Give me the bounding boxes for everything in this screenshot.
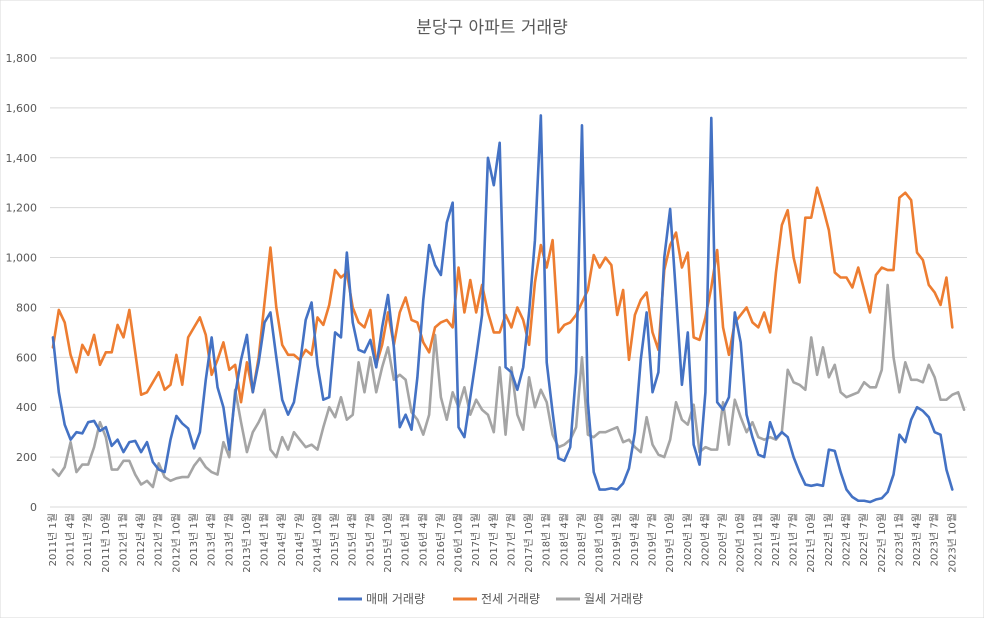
x-tick-label: 2016년 10월 <box>453 513 465 573</box>
x-tick-label: 2018년 4월 <box>558 513 570 566</box>
x-tick-label: 2016년 7월 <box>435 513 447 566</box>
x-tick-label: 2020년 1월 <box>682 513 694 566</box>
x-tick-label: 2011년 1월 <box>47 513 59 566</box>
x-tick-label: 2019년 1월 <box>611 513 623 566</box>
x-tick-label: 2023년 4월 <box>911 513 923 566</box>
y-tick-label: 200 <box>16 451 37 464</box>
x-tick-label: 2011년 4월 <box>65 513 77 566</box>
series-line-3 <box>51 283 966 489</box>
y-tick-label: 600 <box>16 351 37 364</box>
x-tick-label: 2022년 4월 <box>840 513 852 566</box>
x-tick-label: 2018년 7월 <box>576 513 588 566</box>
x-tick-label: 2011년 7월 <box>82 513 94 566</box>
x-tick-label: 2012년 10월 <box>170 513 182 573</box>
x-tick-label: 2023년 10월 <box>946 513 958 573</box>
y-axis: 0 200 400 600 800 1,000 1,200 1,400 1,600 1,800 <box>6 52 38 514</box>
x-tick-label: 2021년 7월 <box>788 513 800 566</box>
x-tick-label: 2017년 7월 <box>505 513 517 566</box>
y-tick-label: 0 <box>30 501 37 514</box>
x-tick-label: 2018년 10월 <box>594 513 606 573</box>
x-tick-label: 2013년 10월 <box>241 513 253 573</box>
x-tick-label: 2016년 1월 <box>400 513 412 566</box>
y-tick-label: 800 <box>16 301 37 314</box>
x-tick-label: 2015년 1월 <box>329 513 341 566</box>
x-tick-label: 2017년 1월 <box>470 513 482 566</box>
x-tick-label: 2017년 10월 <box>523 513 535 573</box>
series-line-2 <box>51 186 954 404</box>
x-tick-label: 2011년 10월 <box>100 513 112 573</box>
x-tick-label: 2016년 4월 <box>417 513 429 566</box>
series-line-1 <box>51 114 954 504</box>
y-tick-label: 1,200 <box>6 202 38 215</box>
x-tick-label: 2014년 10월 <box>311 513 323 573</box>
chart-title: 분당구 아파트 거래량 <box>416 18 568 38</box>
x-tick-label: 2015년 7월 <box>364 513 376 566</box>
legend-label-3: 월세 거래량 <box>584 592 643 606</box>
legend-label-1: 매매 거래량 <box>366 592 425 606</box>
y-tick-label: 1,800 <box>6 52 38 65</box>
x-tick-label: 2019년 10월 <box>664 513 676 573</box>
x-tick-label: 2013년 4월 <box>206 513 218 566</box>
x-tick-label: 2014년 1월 <box>259 513 271 566</box>
x-tick-label: 2012년 7월 <box>153 513 165 566</box>
x-tick-label: 2012년 1월 <box>117 513 129 566</box>
x-tick-label: 2019년 7월 <box>647 513 659 566</box>
x-tick-label: 2017년 4월 <box>488 513 500 566</box>
legend-label-2: 전세 거래량 <box>481 592 540 606</box>
x-tick-label: 2013년 1월 <box>188 513 200 566</box>
x-tick-label: 2022년 7월 <box>858 513 870 566</box>
x-tick-label: 2022년 10월 <box>876 513 888 573</box>
x-tick-label: 2012년 4월 <box>135 513 147 566</box>
y-tick-label: 1,400 <box>6 152 38 165</box>
x-tick-label: 2022년 1월 <box>823 513 835 566</box>
x-tick-label: 2013년 7월 <box>223 513 235 566</box>
x-tick-label: 2021년 1월 <box>752 513 764 566</box>
y-tick-label: 1,000 <box>6 252 38 265</box>
x-tick-label: 2014년 7월 <box>294 513 306 566</box>
series-layer <box>51 114 966 504</box>
y-tick-label: 400 <box>16 401 37 414</box>
x-tick-label: 2023년 7월 <box>929 513 941 566</box>
x-tick-label: 2019년 4월 <box>629 513 641 566</box>
x-tick-label: 2021년 10월 <box>805 513 817 573</box>
x-tick-label: 2020년 4월 <box>699 513 711 566</box>
legend: 매매 거래량 전세 거래량 월세 거래량 <box>338 592 643 606</box>
x-tick-label: 2020년 10월 <box>735 513 747 573</box>
y-tick-label: 1,600 <box>6 102 38 115</box>
x-tick-label: 2015년 10월 <box>382 513 394 573</box>
x-tick-label: 2014년 4월 <box>276 513 288 566</box>
x-tick-label: 2020년 7월 <box>717 513 729 566</box>
x-tick-label: 2018년 1월 <box>541 513 553 566</box>
x-tick-label: 2021년 4월 <box>770 513 782 566</box>
x-tick-label: 2023년 1월 <box>893 513 905 566</box>
x-axis: 2011년 1월 2011년 4월 2011년 7월 2011년 10월 2012년 1… <box>47 513 958 573</box>
x-tick-label: 2015년 4월 <box>347 513 359 566</box>
